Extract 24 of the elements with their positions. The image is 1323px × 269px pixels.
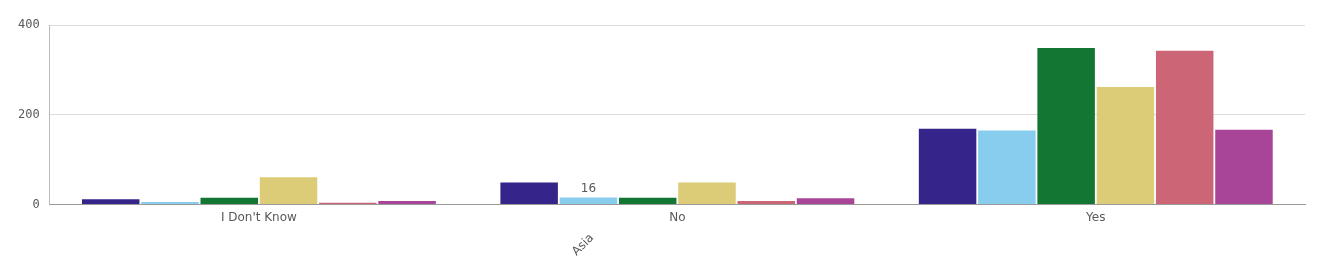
bar xyxy=(737,201,796,205)
bar xyxy=(796,198,855,205)
bar xyxy=(918,128,977,205)
bar xyxy=(618,197,677,205)
bar xyxy=(1096,87,1155,205)
bar xyxy=(500,182,558,205)
data-label: 16 xyxy=(580,180,597,195)
bar xyxy=(141,201,199,205)
bar xyxy=(978,130,1036,205)
y-tick-label: 200 xyxy=(17,107,40,122)
bar xyxy=(1215,129,1273,205)
y-tick-label: 0 xyxy=(32,196,40,211)
x-tick-label: No xyxy=(669,209,686,224)
bar xyxy=(1155,50,1214,205)
bar xyxy=(81,199,140,205)
x-tick-label: I Don't Know xyxy=(220,209,298,224)
bar xyxy=(678,182,736,205)
bar xyxy=(378,201,436,205)
bar xyxy=(200,197,259,205)
bar xyxy=(1037,48,1095,205)
bar xyxy=(559,197,618,205)
x-tick-label: Yes xyxy=(1085,209,1106,224)
bar xyxy=(259,177,318,205)
y-tick-label: 400 xyxy=(17,17,40,32)
